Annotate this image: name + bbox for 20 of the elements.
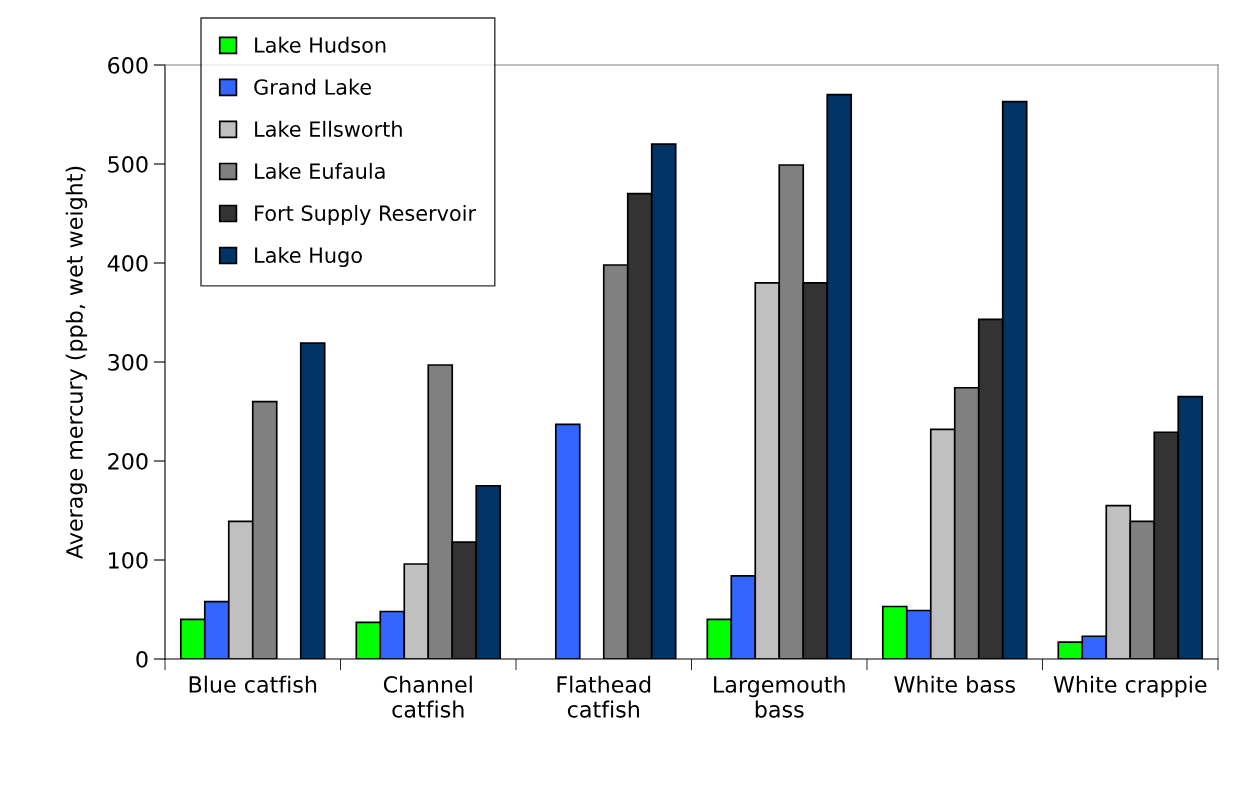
legend-label: Lake Hudson bbox=[255, 36, 386, 53]
x-tick-label: White bass bbox=[894, 675, 1015, 693]
y-tick-label: 100 bbox=[109, 551, 148, 569]
y-tick-label: 500 bbox=[108, 155, 148, 173]
y-tick-label: 400 bbox=[107, 254, 148, 272]
y-axis-title: Average mercury (ppb, wet weight) bbox=[65, 166, 88, 559]
y-tick-label: 600 bbox=[108, 56, 148, 74]
x-tick-label: Blue catfish bbox=[189, 675, 317, 693]
legend-label: Lake Ellsworth bbox=[255, 120, 402, 137]
legend-label: Grand Lake bbox=[254, 78, 371, 95]
x-tick-label: Largemouth bass bbox=[714, 675, 845, 718]
legend-label: Lake Eufaula bbox=[255, 162, 385, 179]
legend-label: Lake Hugo bbox=[255, 246, 362, 268]
y-tick-label: 200 bbox=[108, 452, 148, 470]
legend-label: Fort Supply Reservoir bbox=[255, 204, 477, 226]
x-tick-label: Flathead catfish bbox=[557, 675, 651, 718]
y-tick-label: 0 bbox=[136, 650, 148, 668]
x-tick-label: Channel catfish bbox=[383, 675, 472, 718]
y-tick-label: 300 bbox=[108, 353, 148, 371]
x-tick-label: White crappie bbox=[1053, 675, 1207, 698]
